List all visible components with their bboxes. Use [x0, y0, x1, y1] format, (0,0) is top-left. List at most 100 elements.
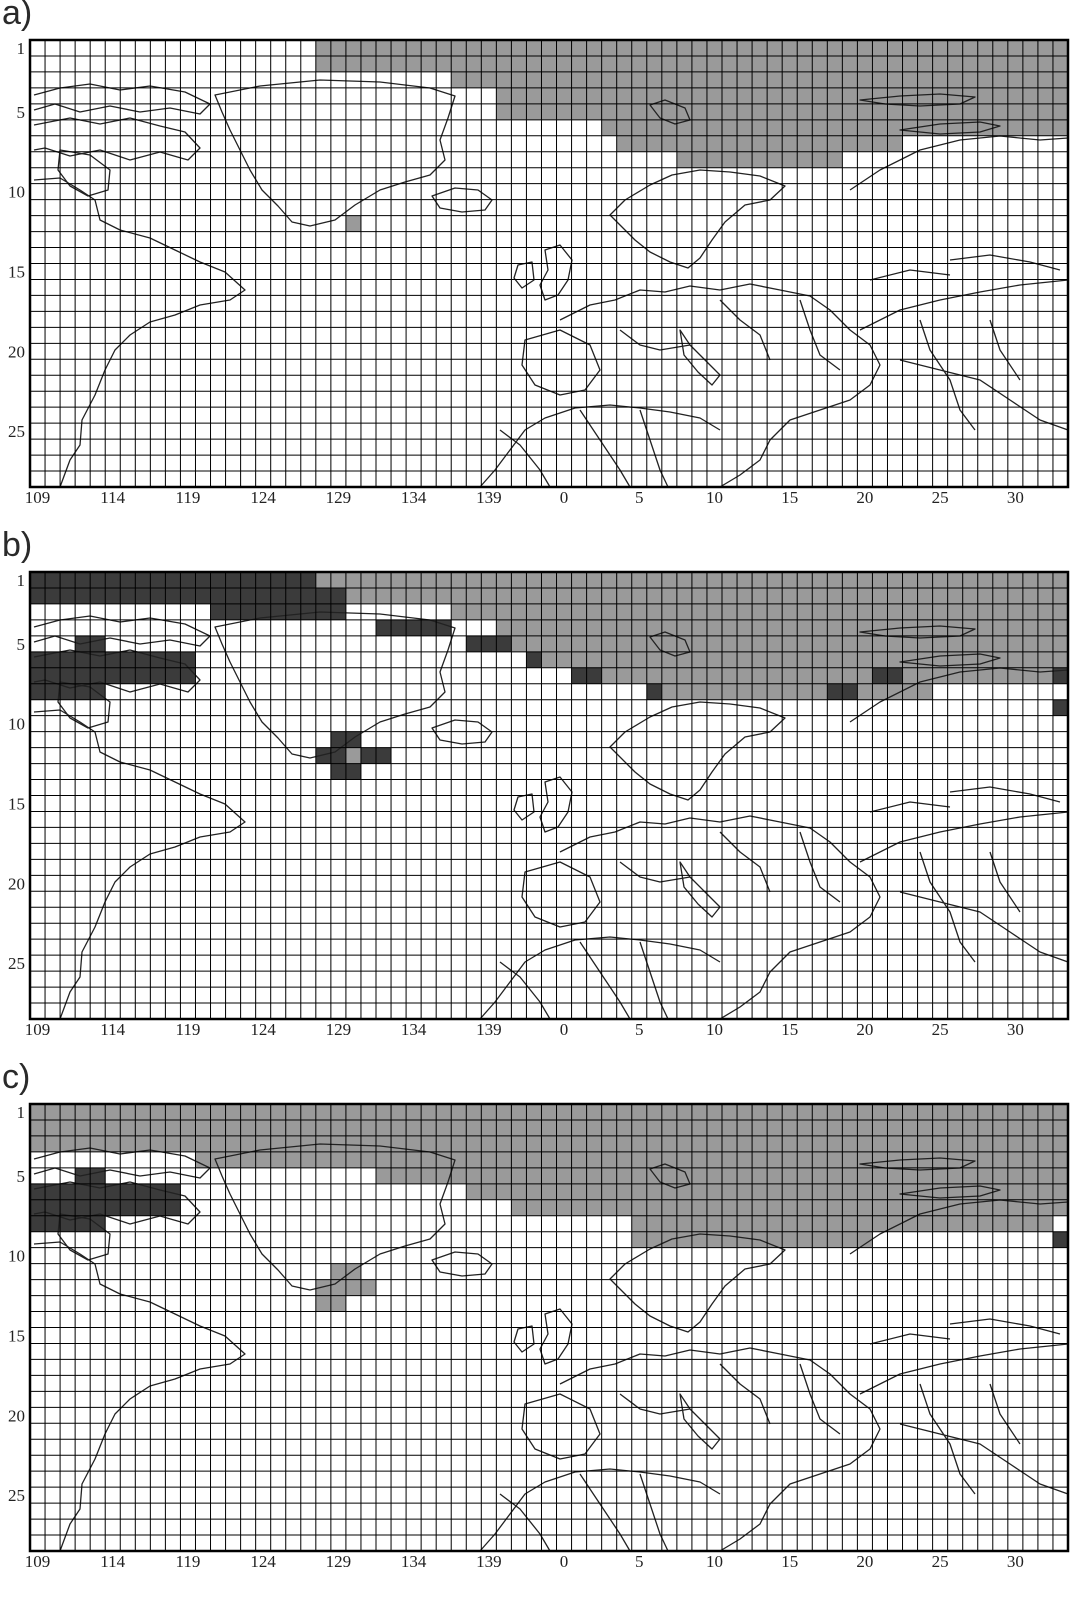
row-tick-label: 20	[8, 342, 25, 361]
row-tick-label: 25	[8, 954, 25, 973]
col-tick-label: 15	[781, 488, 798, 507]
col-tick-label: 109	[25, 1552, 51, 1571]
coastline-path	[899, 359, 1069, 431]
coastline-path	[859, 279, 1069, 331]
coastline-path	[479, 1468, 721, 1552]
col-tick-label: 0	[560, 1020, 569, 1039]
coastline-path	[899, 1185, 1001, 1199]
coastline-path	[849, 667, 1069, 723]
col-tick-label: 0	[560, 488, 569, 507]
col-tick-label: 30	[1007, 1552, 1024, 1571]
coastline-path	[431, 719, 493, 745]
col-tick-label: 109	[25, 488, 51, 507]
col-tick-label: 25	[932, 1020, 949, 1039]
coastline-path	[919, 1383, 976, 1495]
light-cell-run-b	[511, 635, 1068, 652]
col-tick-label: 134	[401, 488, 427, 507]
dark-cell-run-b	[210, 603, 346, 620]
col-tick-label: 20	[856, 488, 873, 507]
col-tick-label: 129	[326, 1552, 352, 1571]
coastline-path	[919, 319, 976, 431]
dark-cell-run-c	[30, 1215, 106, 1232]
col-tick-label: 139	[476, 1020, 502, 1039]
col-tick-label: 114	[100, 488, 125, 507]
coastline-path	[499, 1493, 551, 1552]
row-tick-label: 5	[17, 635, 26, 654]
dark-cell-run-b	[466, 635, 512, 652]
coastline-path	[499, 961, 551, 1020]
coastline-path	[431, 1251, 493, 1277]
coastline-path	[869, 1333, 951, 1345]
dark-cell-run-c	[1052, 1231, 1068, 1248]
row-tick-label: 15	[8, 794, 25, 813]
coastline-path	[799, 831, 841, 903]
row-tick-label: 25	[8, 422, 25, 441]
col-tick-label: 124	[250, 1552, 276, 1571]
row-tick-label: 1	[17, 571, 26, 590]
coastline-path	[799, 299, 841, 371]
col-tick-label: 5	[635, 1020, 644, 1039]
col-tick-label: 10	[706, 1552, 723, 1571]
coastline-path	[619, 1393, 691, 1415]
col-tick-label: 114	[100, 1020, 125, 1039]
coastline-path	[431, 187, 493, 213]
col-tick-label: 5	[635, 1552, 644, 1571]
coastline-path	[499, 429, 551, 488]
row-tick-label: 15	[8, 1326, 25, 1345]
row-tick-label: 20	[8, 1406, 25, 1425]
dark-cell-run-b	[30, 667, 196, 684]
light-cell-run-b	[541, 651, 1068, 668]
coastline-path	[679, 1393, 721, 1450]
col-tick-label: 119	[176, 1552, 201, 1571]
dark-cell-run-b	[1052, 699, 1068, 716]
col-tick-label: 124	[250, 1020, 276, 1039]
panel-label-a: a)	[2, 0, 33, 32]
coastline-path	[479, 936, 721, 1020]
dark-cell-run-b	[526, 651, 542, 668]
col-tick-label: 20	[856, 1552, 873, 1571]
coastline-path	[869, 801, 951, 813]
coastline-path	[609, 701, 786, 801]
dark-cell-run-b	[646, 683, 662, 700]
coastline-path	[859, 811, 1069, 863]
light-cell-run-a	[345, 215, 361, 232]
coastline-path	[849, 135, 1069, 191]
light-cell-run-c	[30, 1119, 1068, 1136]
row-tick-label: 10	[8, 183, 25, 202]
map-panel-b: 1 5 10 15 20 25 109 114 119 124 129 134 139 0 5 10 15 20 2…	[0, 526, 1089, 1064]
coastline-path	[949, 786, 1061, 803]
coastline-path	[899, 121, 1001, 135]
coastline-path	[619, 329, 691, 351]
col-tick-label: 25	[932, 488, 949, 507]
coastline-path	[559, 1347, 881, 1552]
map-panel-c: 1 5 10 15 20 25 109 114 119 124 129 134 139 0 5 10 15 20 2…	[0, 1058, 1089, 1596]
coastline-path	[559, 283, 881, 488]
coastline-path	[559, 815, 881, 1020]
col-tick-label: 15	[781, 1552, 798, 1571]
col-tick-label: 134	[401, 1020, 427, 1039]
col-tick-label: 15	[781, 1020, 798, 1039]
row-tick-label: 5	[17, 1167, 26, 1186]
coastline-path	[679, 861, 721, 918]
row-tick-label: 20	[8, 874, 25, 893]
col-tick-label: 5	[635, 488, 644, 507]
dark-cell-run-b	[30, 683, 106, 700]
coastline-path	[989, 851, 1021, 913]
coastline-path	[869, 269, 951, 281]
coastline-path	[799, 1363, 841, 1435]
coastline-path	[214, 1143, 456, 1291]
coastline-path	[899, 1423, 1069, 1495]
coastline-path	[33, 83, 211, 115]
coastline-path	[859, 1343, 1069, 1395]
light-cell-run-a	[451, 71, 1068, 88]
coastline-path	[899, 891, 1069, 963]
coastline-path	[214, 79, 456, 227]
coastline-path	[849, 1199, 1069, 1255]
row-tick-label: 5	[17, 103, 26, 122]
grid-lines-c	[29, 1103, 1069, 1552]
light-cell-run-c	[30, 1135, 1068, 1152]
col-tick-label: 129	[326, 1020, 352, 1039]
row-tick-label: 1	[17, 1103, 26, 1122]
